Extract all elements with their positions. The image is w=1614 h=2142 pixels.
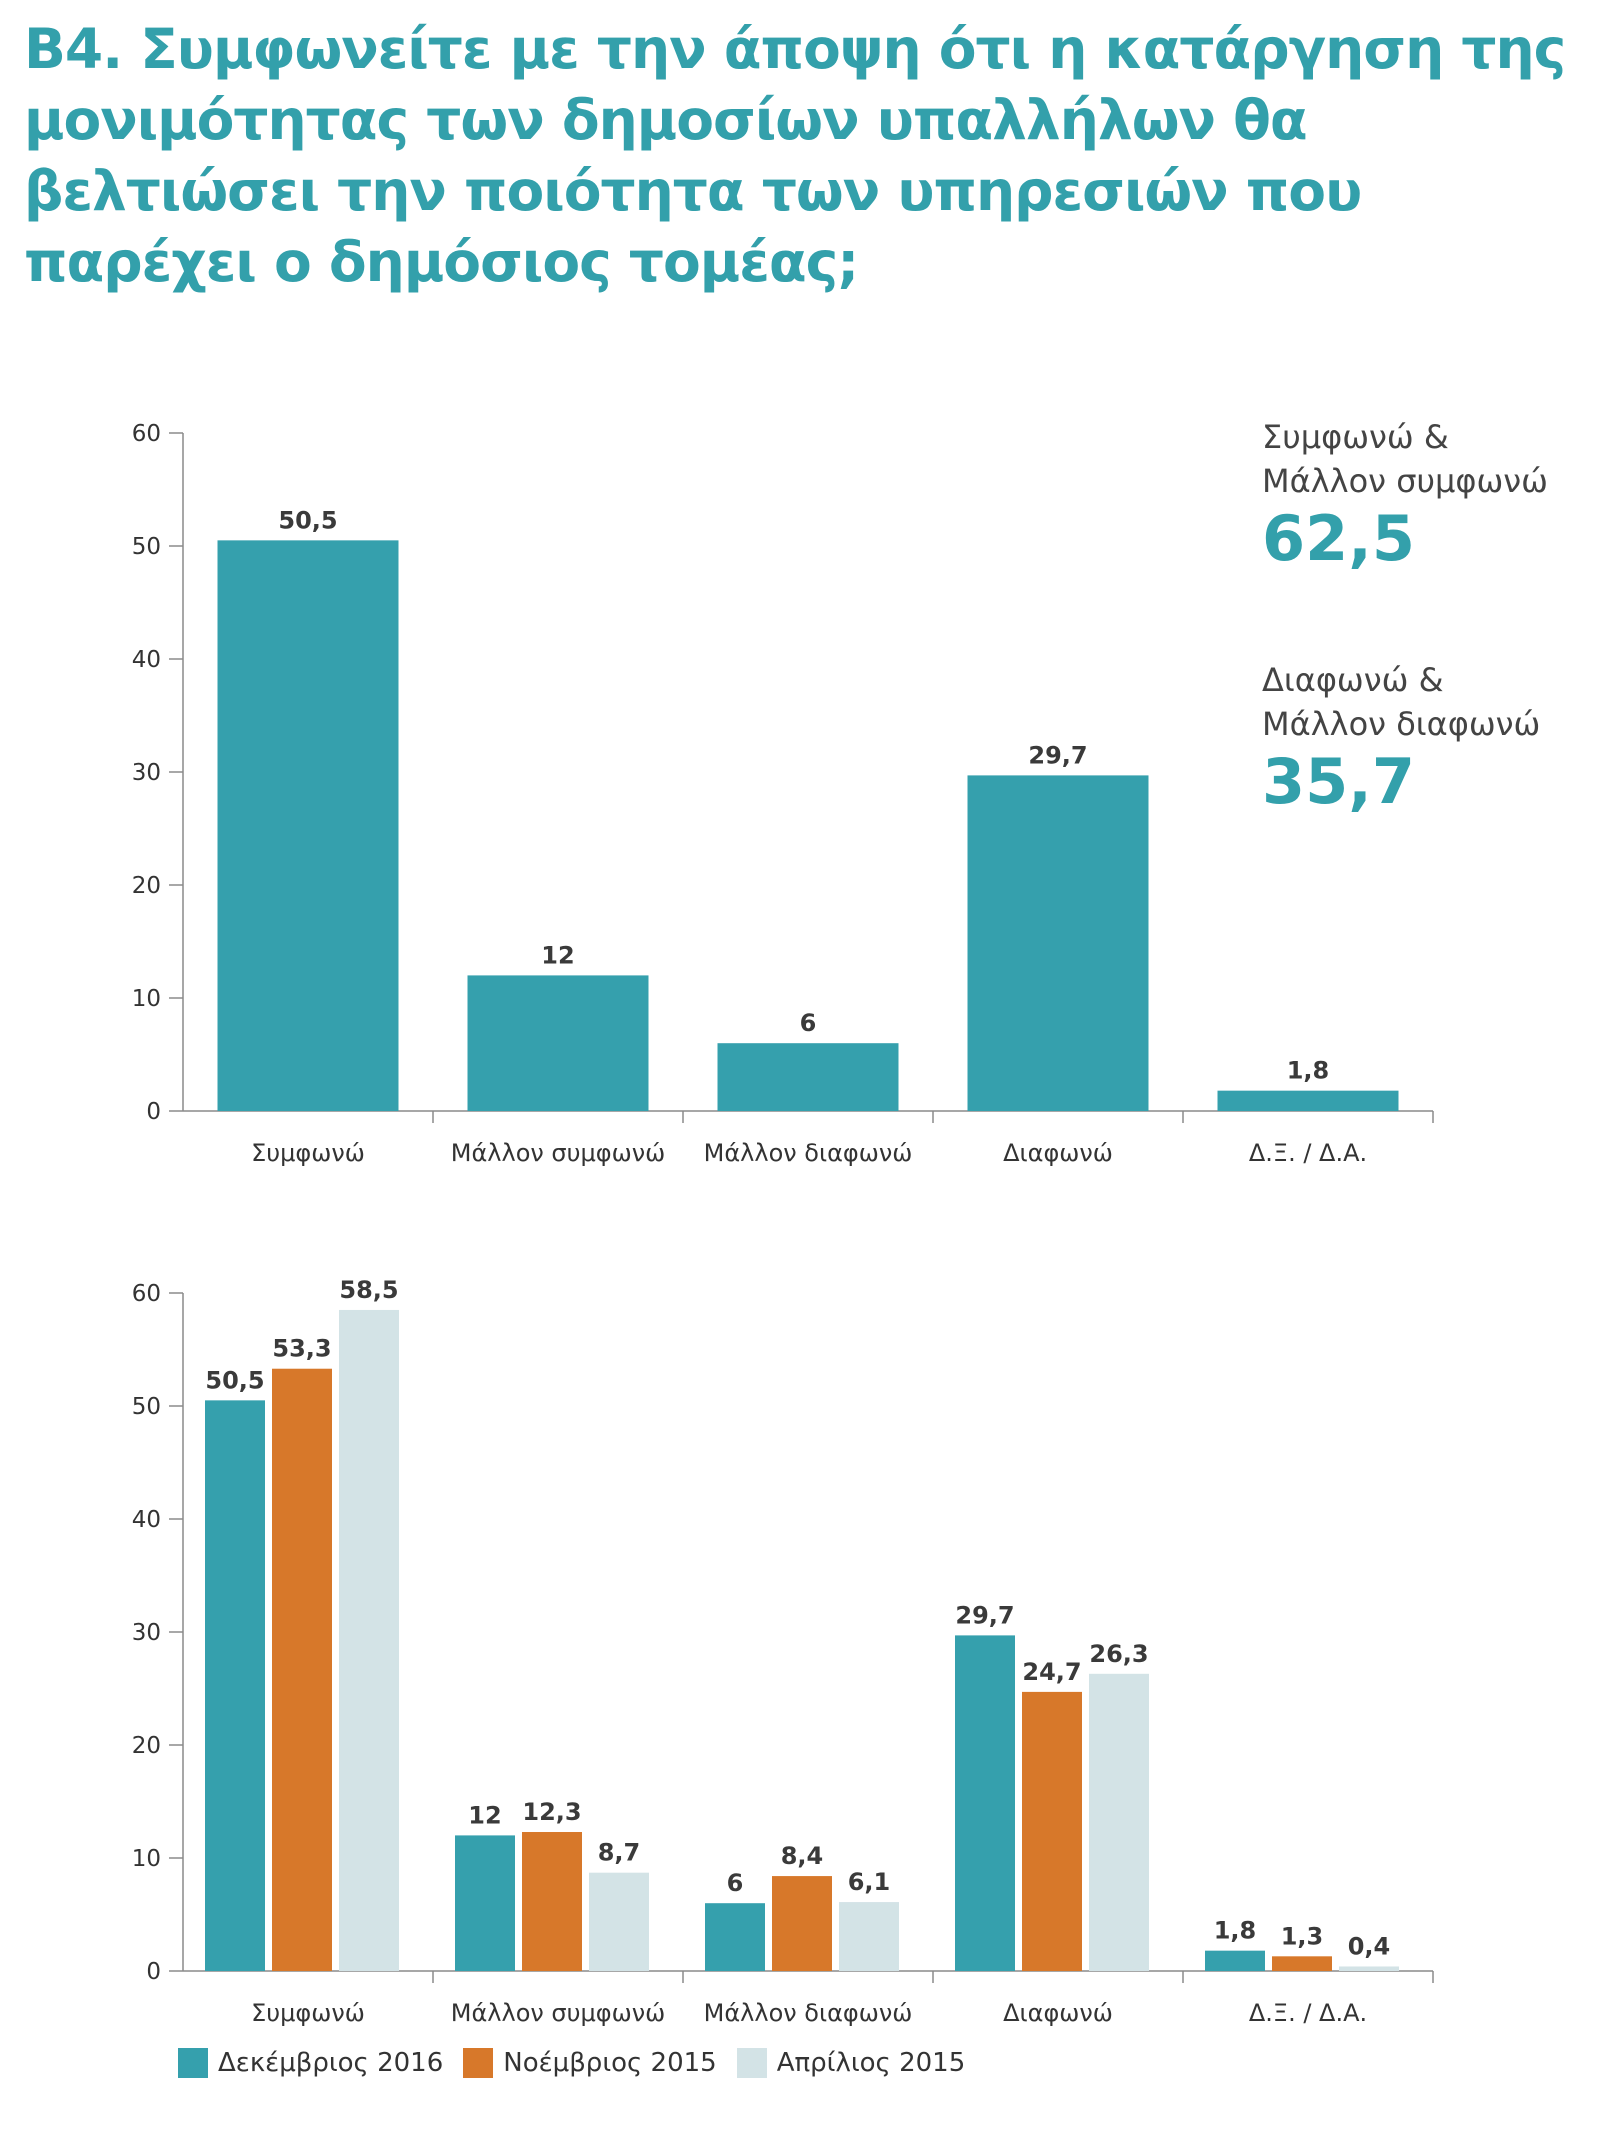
summary-disagree: Διαφωνώ & Μάλλον διαφωνώ 35,7 (1262, 658, 1540, 818)
data-label: 53,3 (272, 1335, 331, 1363)
x-category-label: Μάλλον συμφωνώ (451, 1139, 665, 1167)
x-category-label: Συμφωνώ (251, 1139, 365, 1167)
bar (1339, 1966, 1399, 1971)
summary-agree-label-1: Συμφωνώ & (1262, 418, 1449, 456)
x-category-label: Μάλλον συμφωνώ (451, 1999, 665, 2027)
x-category-label: Δ.Ξ. / Δ.Α. (1249, 1999, 1367, 2027)
data-label: 1,8 (1287, 1057, 1330, 1085)
y-tick-label: 20 (132, 873, 161, 899)
summary-disagree-value: 35,7 (1262, 745, 1415, 818)
data-label: 6 (727, 1869, 744, 1897)
bar (589, 1872, 649, 1971)
bar-chart-current: 0 10 20 30 40 50 60 Συμφωνώ Μάλλον συμφωνώ Μάλλον… (132, 421, 1434, 1167)
bar (1272, 1956, 1332, 1971)
bar (967, 775, 1149, 1111)
y-tick-label: 60 (132, 1281, 161, 1307)
summary-agree-value: 62,5 (1262, 502, 1415, 575)
data-label: 1,3 (1281, 1922, 1324, 1950)
x-category-label: Δ.Ξ. / Δ.Α. (1249, 1139, 1367, 1167)
bar (217, 540, 399, 1111)
y-tick-label: 20 (132, 1733, 161, 1759)
x-category-label: Μάλλον διαφωνώ (704, 1999, 913, 2027)
bar (1022, 1691, 1082, 1971)
x-category-label: Διαφωνώ (1003, 1999, 1113, 2027)
legend-item: Νοέμβριος 2015 (463, 2048, 717, 2078)
data-label: 24,7 (1022, 1658, 1081, 1686)
y-tick-label: 30 (132, 760, 161, 786)
data-label: 12,3 (522, 1798, 581, 1826)
x-category-label: Μάλλον διαφωνώ (704, 1139, 913, 1167)
y-tick-label: 10 (132, 1846, 161, 1872)
y-tick-label: 0 (146, 1959, 161, 1985)
legend-label: Δεκέμβριος 2016 (218, 2048, 444, 2078)
bar (205, 1400, 265, 1971)
y-tick-label: 50 (132, 534, 161, 560)
bar (467, 975, 649, 1111)
y-tick-label: 40 (132, 1507, 161, 1533)
data-label: 50,5 (278, 506, 337, 534)
data-label: 8,7 (598, 1839, 641, 1867)
data-label: 29,7 (1028, 741, 1087, 769)
data-label: 0,4 (1348, 1932, 1391, 1960)
legend-swatch (178, 2048, 208, 2078)
summary-disagree-label-2: Μάλλον διαφωνώ (1262, 705, 1541, 743)
data-label: 6 (800, 1009, 817, 1037)
legend-item: Δεκέμβριος 2016 (178, 2048, 443, 2078)
bar (955, 1635, 1015, 1971)
bar (272, 1368, 332, 1971)
data-label: 26,3 (1089, 1640, 1148, 1668)
data-label: 12 (541, 941, 574, 969)
bar (1205, 1950, 1265, 1971)
bar (1217, 1090, 1399, 1111)
data-label: 12 (468, 1801, 501, 1829)
legend-swatch (736, 2048, 767, 2078)
legend-swatch (463, 2048, 494, 2078)
x-category-label: Συμφωνώ (251, 1999, 365, 2027)
bar (339, 1309, 399, 1971)
page-title: Β4. Συμφωνείτε με την άποψη ότι η κατάργ… (24, 17, 1566, 294)
summary-agree-label-2: Μάλλον συμφωνώ (1262, 462, 1548, 500)
bar (522, 1832, 582, 1971)
y-tick-label: 10 (132, 986, 161, 1012)
data-label: 1,8 (1214, 1917, 1257, 1945)
y-tick-label: 40 (132, 647, 161, 673)
y-tick-label: 50 (132, 1394, 161, 1420)
legend-item: Απρίλιος 2015 (736, 2048, 966, 2078)
data-label: 50,5 (205, 1366, 264, 1394)
x-category-label: Διαφωνώ (1003, 1139, 1113, 1167)
summary-agree: Συμφωνώ & Μάλλον συμφωνώ 62,5 (1262, 415, 1548, 575)
data-label: 29,7 (955, 1601, 1014, 1629)
data-label: 8,4 (781, 1842, 824, 1870)
bar (705, 1903, 765, 1971)
legend-label: Νοέμβριος 2015 (503, 2048, 717, 2078)
chart-legend: Δεκέμβριος 2016 Νοέμβριος 2015 Απρίλιος … (178, 2048, 965, 2078)
bar (717, 1043, 899, 1111)
y-tick-label: 30 (132, 1620, 161, 1646)
bar (772, 1876, 832, 1971)
bar-chart-comparison: 0 10 20 30 40 50 60 Συμφωνώ Μάλλον συμφωνώ Μάλλον… (132, 1276, 1434, 2027)
legend-label: Απρίλιος 2015 (776, 2048, 966, 2078)
bar (1089, 1673, 1149, 1971)
data-label: 58,5 (339, 1276, 398, 1304)
data-label: 6,1 (848, 1868, 891, 1896)
y-tick-label: 60 (132, 421, 161, 447)
summary-disagree-label-1: Διαφωνώ & (1262, 661, 1444, 699)
y-tick-label: 0 (146, 1099, 161, 1125)
bar (839, 1902, 899, 1971)
bar (455, 1835, 515, 1971)
